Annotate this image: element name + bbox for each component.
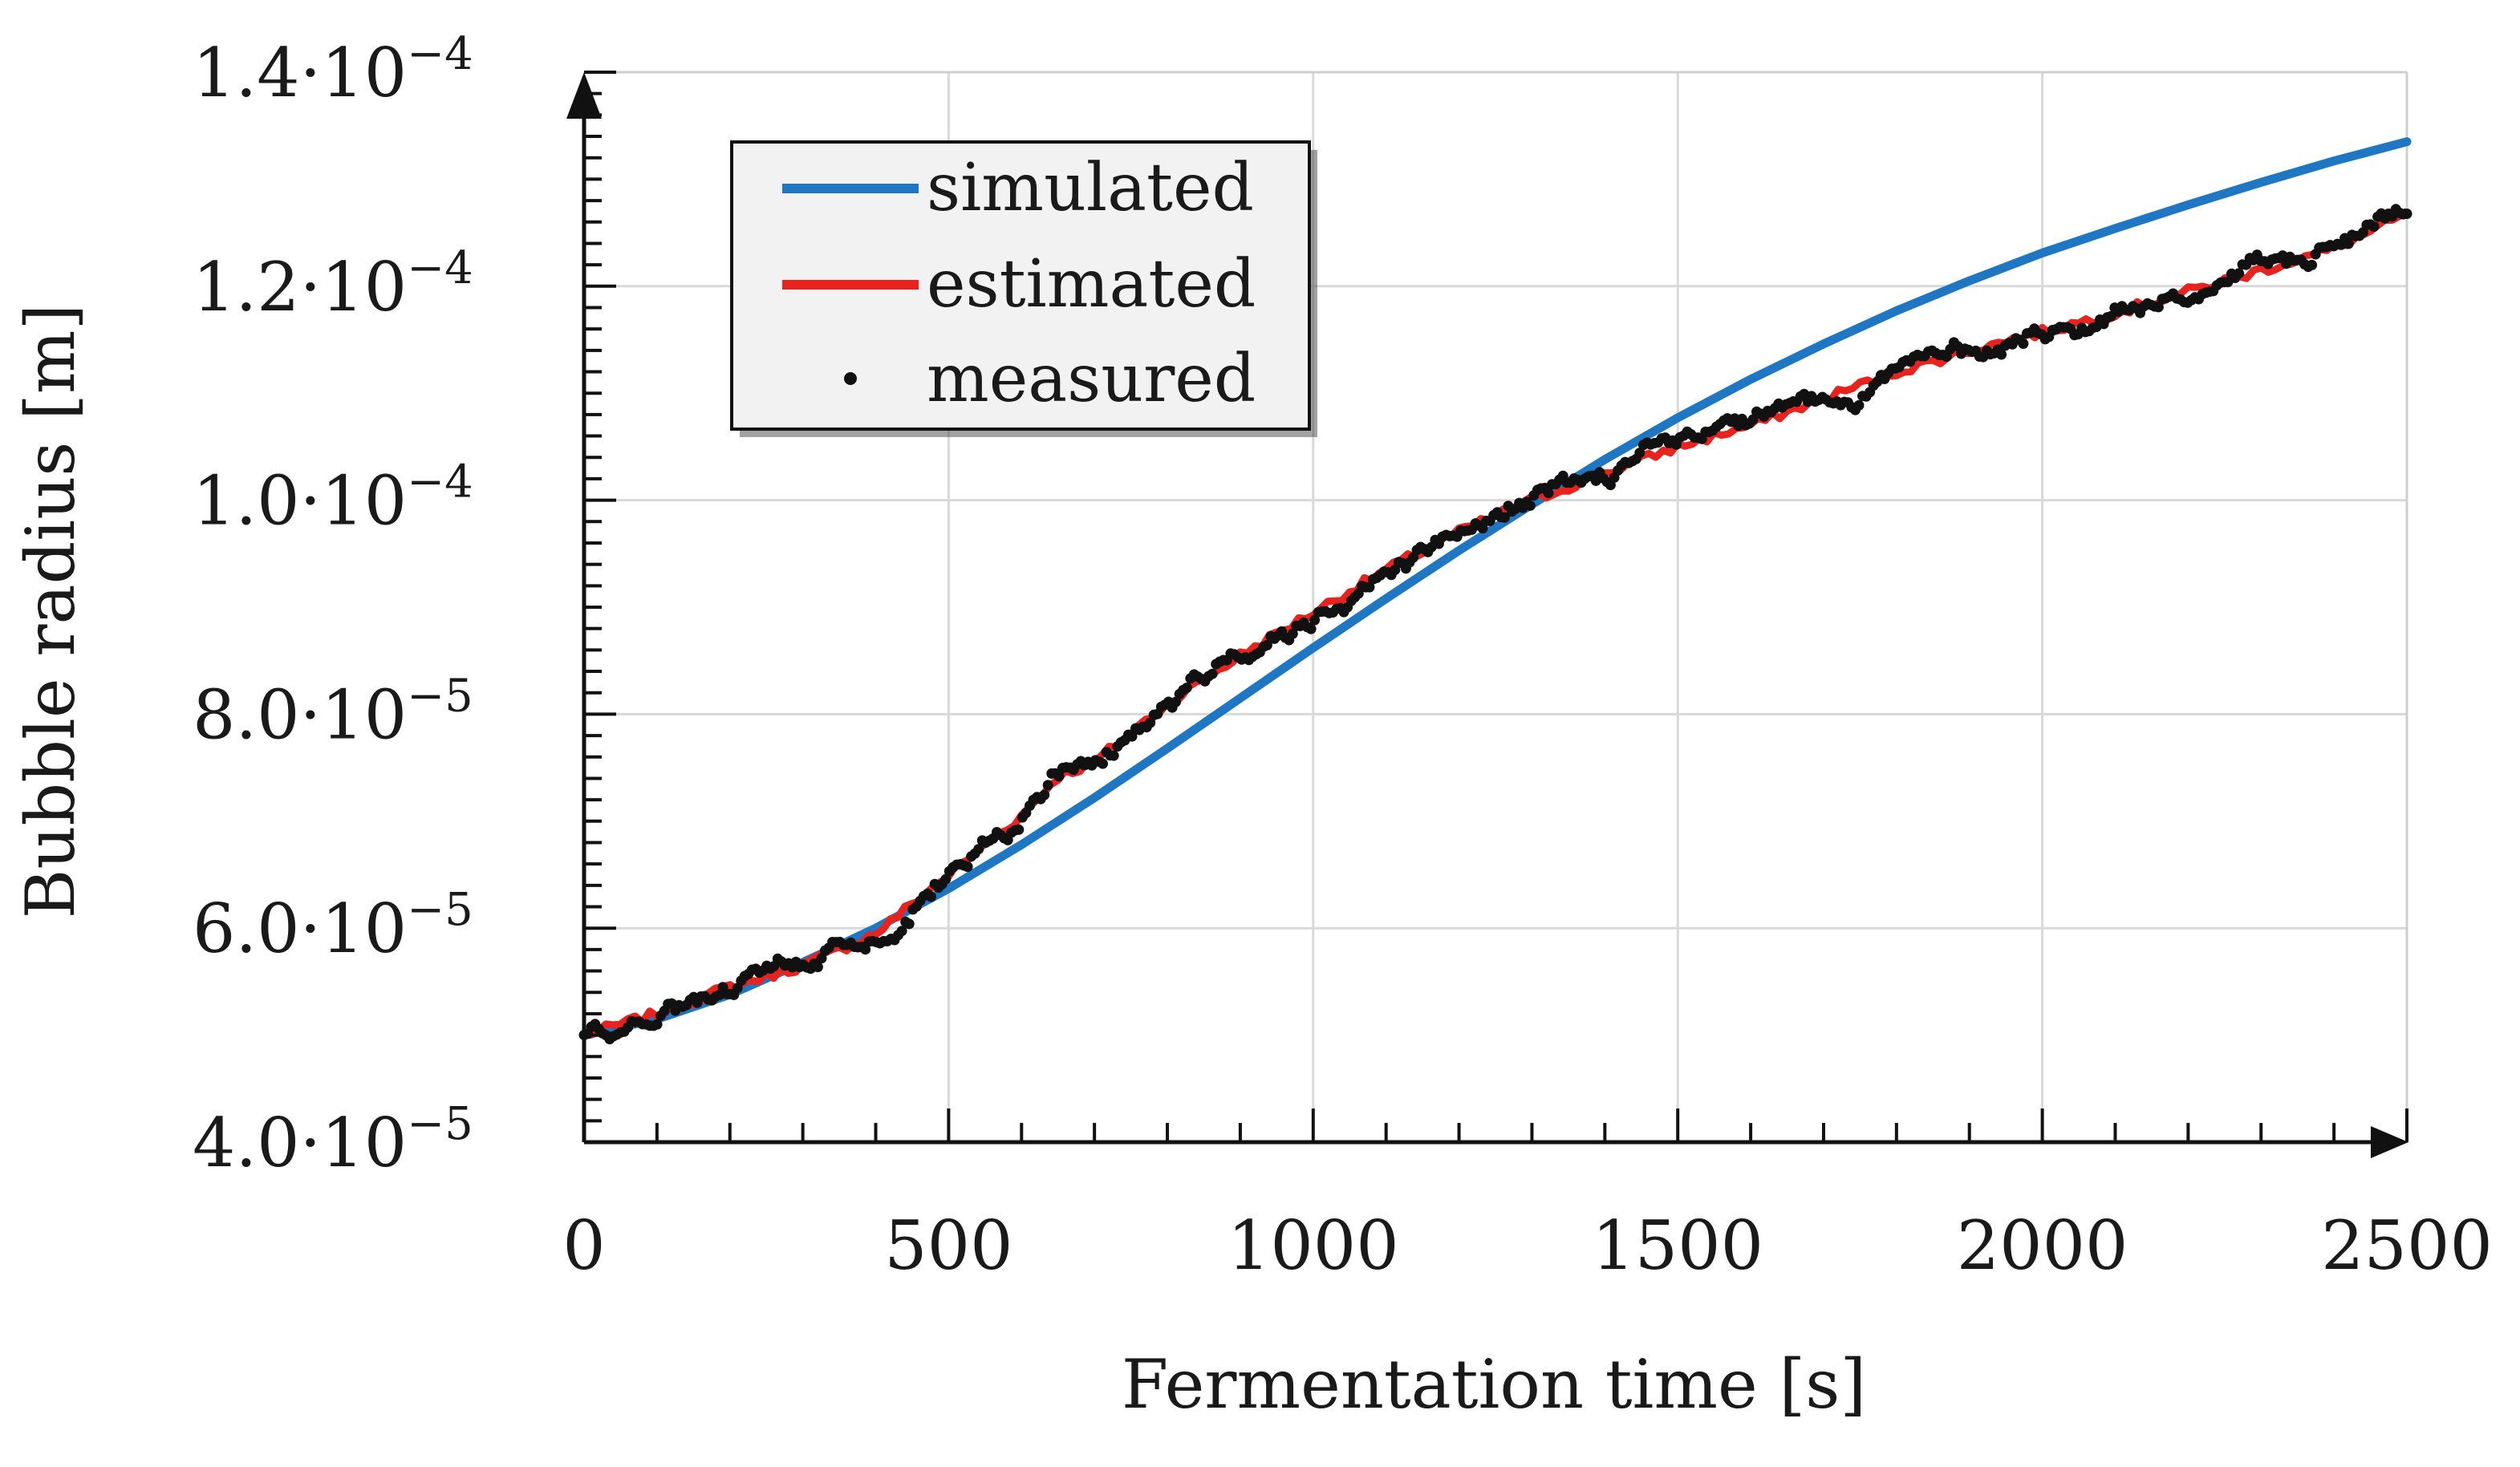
y-tick-mantissa: 4.0·10 xyxy=(193,1104,407,1182)
y-tick-exponent: −5 xyxy=(407,1098,473,1150)
legend-label-estimated: estimated xyxy=(927,246,1256,322)
measured-point xyxy=(1108,750,1119,761)
measured-point xyxy=(860,944,871,955)
y-tick-mantissa: 1.0·10 xyxy=(193,462,407,541)
x-axis-arrow xyxy=(2371,1126,2408,1158)
y-tick-exponent: −5 xyxy=(407,670,473,722)
series-measured-points xyxy=(578,204,2412,1044)
y-axis-arrow xyxy=(566,72,602,119)
measured-point xyxy=(1053,771,1065,782)
measured-point xyxy=(926,891,936,902)
measured-point xyxy=(1287,628,1298,639)
ticks xyxy=(582,71,2408,1144)
x-tick-label: 0 xyxy=(562,1206,605,1285)
y-tick-mantissa: 1.4·10 xyxy=(193,34,407,112)
x-tick-label: 1000 xyxy=(1228,1206,1399,1285)
measured-point xyxy=(896,926,907,937)
y-tick-label: 6.0·10−5 xyxy=(193,884,473,968)
measured-point xyxy=(1853,399,1865,411)
measured-point xyxy=(1524,500,1536,511)
x-tick-label: 500 xyxy=(884,1206,1012,1285)
measured-point xyxy=(1126,731,1138,742)
legend-measured-marker xyxy=(844,372,857,385)
measured-point xyxy=(1499,512,1510,523)
measured-point xyxy=(1098,758,1108,769)
legend-label-measured: measured xyxy=(927,341,1256,417)
tick-labels: 0 500 1000 1500 2000 25004.0·10−56.0·10−58.0·… xyxy=(193,28,2493,1285)
measured-point xyxy=(1261,639,1272,650)
measured-point xyxy=(1039,789,1050,800)
measured-point xyxy=(2018,338,2029,349)
y-tick-exponent: −5 xyxy=(407,884,473,936)
measured-point xyxy=(1996,349,2007,360)
measured-point xyxy=(651,1019,663,1030)
measured-point xyxy=(1013,824,1025,835)
measured-point xyxy=(2401,209,2412,219)
legend-label-simulated: simulated xyxy=(927,150,1254,226)
measured-point xyxy=(903,918,915,930)
measured-point xyxy=(1543,488,1554,499)
measured-point xyxy=(1364,582,1375,593)
y-tick-exponent: −4 xyxy=(407,28,473,80)
series-layer xyxy=(578,137,2412,1044)
measured-point xyxy=(962,861,973,873)
x-axis-title: Fermentation time [s] xyxy=(1122,1345,1866,1424)
measured-point xyxy=(2343,238,2354,249)
measured-point xyxy=(1042,780,1053,791)
y-tick-exponent: −4 xyxy=(407,242,473,294)
measured-point xyxy=(1390,565,1401,575)
measured-point xyxy=(1207,668,1218,679)
y-tick-label: 1.2·10−4 xyxy=(193,242,473,326)
measured-point xyxy=(1747,414,1759,425)
measured-point xyxy=(1145,717,1156,728)
measured-point xyxy=(2153,302,2164,313)
x-tick-label: 2000 xyxy=(1957,1206,2128,1285)
legend: simulated estimated measured xyxy=(730,140,1317,437)
measured-point xyxy=(1309,614,1321,626)
measured-point xyxy=(973,844,984,855)
measured-point xyxy=(2234,268,2245,279)
y-tick-label: 4.0·10−5 xyxy=(193,1098,473,1182)
measured-point xyxy=(1181,683,1192,693)
y-tick-mantissa: 8.0·10 xyxy=(193,675,407,754)
measured-point xyxy=(1171,696,1182,707)
y-tick-label: 8.0·10−5 xyxy=(193,670,473,754)
y-tick-mantissa: 6.0·10 xyxy=(193,890,407,968)
y-tick-label: 1.0·10−4 xyxy=(193,456,473,541)
y-tick-exponent: −4 xyxy=(407,456,473,509)
measured-point xyxy=(2307,259,2318,270)
measured-point xyxy=(1305,623,1317,634)
plot-frame xyxy=(584,71,2408,1142)
measured-point xyxy=(812,962,823,973)
measured-point xyxy=(2368,221,2380,232)
y-tick-mantissa: 1.2·10 xyxy=(193,248,407,326)
x-tick-label: 1500 xyxy=(1592,1206,1763,1285)
y-tick-label: 1.4·10−4 xyxy=(193,28,473,112)
measured-point xyxy=(1634,448,1646,459)
x-tick-label: 2500 xyxy=(2321,1206,2493,1285)
measured-point xyxy=(816,953,827,964)
y-axis-title: Bubble radius [m] xyxy=(11,304,90,919)
measured-point xyxy=(940,873,952,885)
